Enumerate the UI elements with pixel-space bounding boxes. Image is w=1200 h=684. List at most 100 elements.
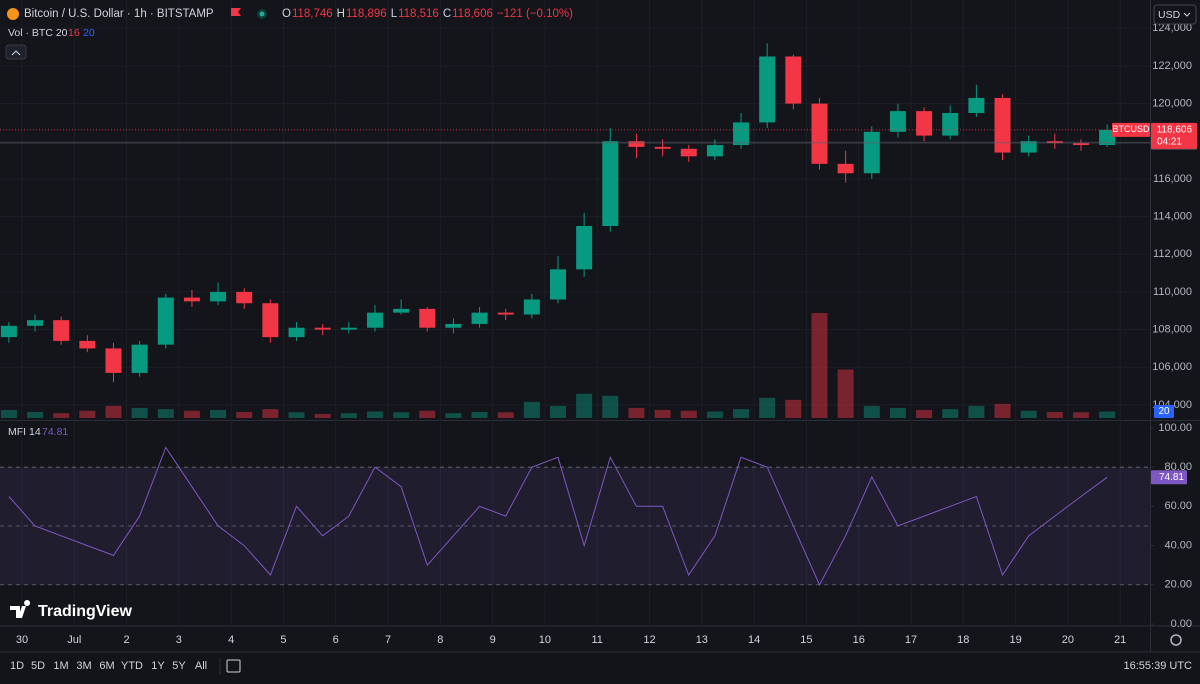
x-tick-label: 7 [385, 634, 391, 646]
bottom-toolbar [0, 652, 1200, 684]
candle-body [27, 320, 44, 326]
x-tick-label: Jul [67, 634, 81, 646]
volume-bar [916, 409, 933, 418]
volume-bar [157, 409, 174, 418]
volume-bar [314, 413, 331, 418]
collapse-icon [11, 50, 21, 56]
x-tick-label: 20 [1062, 634, 1074, 646]
volume-legend-value: 16 [68, 27, 80, 39]
clock: 16:55:39 UTC [1124, 660, 1193, 672]
y-tick-label: 60.00 [1164, 500, 1192, 512]
volume-bar [288, 412, 305, 418]
range-button[interactable]: 3M [76, 660, 91, 672]
volume-bar [994, 403, 1011, 418]
volume-bar [706, 411, 723, 418]
candle-body [550, 269, 567, 300]
x-tick-label: 14 [748, 634, 760, 646]
mfi-legend: MFI 14 [8, 426, 41, 438]
bitcoin-icon [7, 8, 19, 20]
x-tick-label: 11 [592, 634, 603, 646]
y-tick-label: 116,000 [1153, 173, 1192, 185]
candle-body [602, 141, 619, 227]
volume-bar [1046, 411, 1063, 418]
candle-body [236, 291, 253, 304]
volume-bar [1072, 412, 1089, 418]
volume-bar [654, 409, 671, 418]
volume-bar [628, 407, 645, 418]
volume-bar [262, 409, 279, 418]
settings-icon[interactable] [1170, 634, 1182, 646]
y-tick-label: 110,000 [1153, 286, 1192, 298]
y-tick-label: 112,000 [1153, 248, 1192, 260]
candle-body [759, 56, 776, 123]
x-tick-label: 15 [800, 634, 812, 646]
volume-bar [680, 410, 697, 418]
range-button[interactable]: All [195, 660, 207, 672]
volume-legend-ma: 20 [83, 27, 95, 39]
volume-bar [759, 397, 776, 418]
x-tick-label: 9 [490, 634, 496, 646]
flag-icon[interactable] [231, 8, 241, 16]
ohlc-value: 118,516 [398, 8, 439, 20]
status-dot [259, 11, 265, 17]
x-tick-label: 5 [280, 634, 286, 646]
volume-bar [79, 410, 96, 418]
candle-body [157, 297, 174, 345]
ohlc-value: 118,606 [452, 8, 493, 20]
volume-bar [942, 409, 959, 418]
x-tick-label: 4 [228, 634, 234, 646]
ohlc-key: C [443, 8, 451, 20]
candle-body [314, 327, 331, 330]
y-tick-label: 114,000 [1153, 210, 1192, 222]
candle-body [654, 146, 671, 149]
candle-body [131, 344, 148, 373]
candle-body [288, 327, 305, 338]
range-button[interactable]: 5D [31, 660, 45, 672]
candle-body [811, 103, 828, 164]
collapse-button[interactable] [5, 44, 27, 60]
x-tick-label: 16 [853, 634, 865, 646]
y-tick-label: 108,000 [1152, 324, 1192, 336]
symbol-tag-label: BTCUSD [1112, 124, 1150, 134]
range-button[interactable]: 1M [53, 660, 68, 672]
ohlc-key: H [337, 8, 345, 20]
volume-bar [419, 410, 436, 418]
candle-body [1099, 129, 1116, 146]
volume-bar [968, 405, 985, 418]
candle-body [785, 56, 802, 104]
symbol-tag [1112, 122, 1150, 137]
candle-body [210, 291, 227, 302]
volume-bar [837, 369, 854, 418]
y-tick-label: 20.00 [1164, 579, 1192, 591]
x-tick-label: 19 [1009, 634, 1021, 646]
ohlc-key: L [391, 8, 398, 20]
calendar-icon[interactable] [226, 659, 241, 673]
x-tick-label: 2 [123, 634, 129, 646]
currency-button[interactable] [1153, 4, 1197, 25]
candle-body [994, 97, 1011, 153]
candle-body [366, 312, 383, 328]
range-button[interactable]: YTD [121, 660, 143, 672]
y-tick-label: 120,000 [1152, 97, 1192, 109]
ohlc-value: 118,746 [292, 8, 333, 20]
volume-bar [105, 405, 122, 418]
x-tick-label: 10 [539, 634, 551, 646]
range-button[interactable]: 1D [10, 660, 24, 672]
mfi-tag-label: 74.81 [1159, 472, 1184, 483]
plot: 104,000106,000108,000110,000112,000114,0… [0, 0, 1197, 646]
x-tick-label: 3 [176, 634, 182, 646]
candle-body [1046, 141, 1063, 144]
y-tick-label: 80.00 [1164, 461, 1192, 473]
candle-body [576, 226, 593, 270]
x-tick-label: 6 [333, 634, 339, 646]
range-button[interactable]: 1Y [151, 660, 165, 672]
range-button[interactable]: 5Y [172, 660, 186, 672]
x-tick-label: 13 [696, 634, 708, 646]
volume-bar [210, 409, 227, 418]
range-button[interactable]: 6M [99, 660, 114, 672]
volume-bar [550, 405, 567, 418]
volume-bar [863, 405, 880, 418]
y-tick-label: 40.00 [1164, 539, 1192, 551]
x-tick-label: 18 [957, 634, 969, 646]
